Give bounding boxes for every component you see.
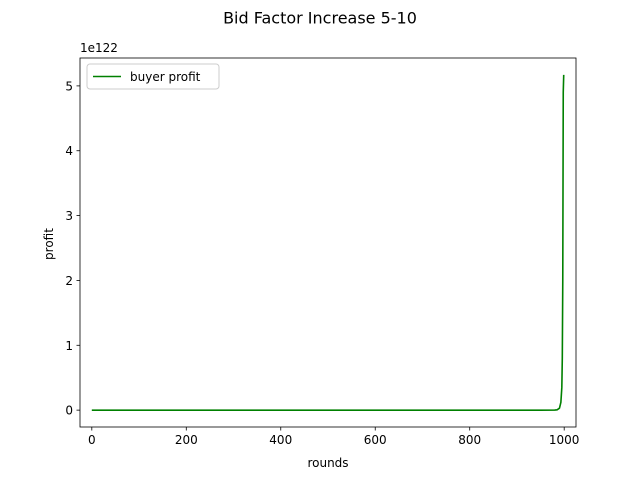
plot-area: 0 200 400 600 800 1000 0 1 2 3 4 5 buyer profit <box>65 57 580 447</box>
y-tick-label: 5 <box>65 79 73 93</box>
y-axis-label: profit <box>42 228 56 260</box>
x-tick-label: 800 <box>458 433 481 447</box>
chart-title: Bid Factor Increase 5-10 <box>223 9 417 28</box>
series-line-buyer-profit <box>91 74 565 411</box>
x-tick-label: 200 <box>175 433 198 447</box>
y-tick-label: 3 <box>65 209 73 223</box>
x-axis-label: rounds <box>307 456 348 470</box>
legend-box <box>86 63 220 90</box>
axes-frame <box>79 57 577 428</box>
legend-label: buyer profit <box>130 70 201 84</box>
legend: buyer profit <box>86 63 220 90</box>
x-tick-label: 1000 <box>549 433 580 447</box>
y-offset-text: 1e122 <box>80 41 118 55</box>
y-tick-label: 2 <box>65 274 73 288</box>
y-tick-label: 1 <box>65 339 73 353</box>
y-tick-label: 4 <box>65 144 73 158</box>
y-tick-label: 0 <box>65 404 73 418</box>
x-tick-label: 400 <box>269 433 292 447</box>
x-tick-label: 600 <box>364 433 387 447</box>
x-tick-label: 0 <box>88 433 96 447</box>
